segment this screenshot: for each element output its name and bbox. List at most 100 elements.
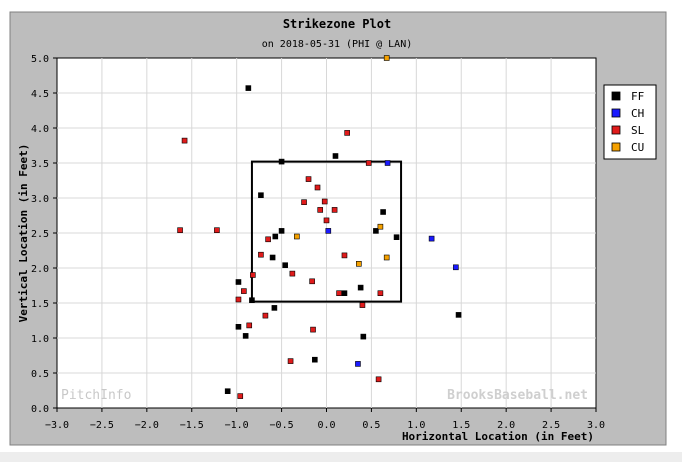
- x-tick-label: 0.5: [362, 420, 380, 431]
- pitch-point-sl: [287, 358, 294, 364]
- chart-title: Strikezone Plot: [283, 17, 391, 31]
- y-tick-label: 0.5: [31, 369, 49, 380]
- legend: FF CH SL CU: [603, 84, 657, 160]
- y-tick-label: 2.0: [31, 264, 49, 275]
- pitch-point-sl: [314, 184, 321, 191]
- pitch-point-sl: [323, 217, 330, 224]
- pitch-point-ch: [384, 160, 391, 166]
- pitch-point-cu: [294, 233, 300, 240]
- x-tick-label: −1.0: [225, 420, 249, 431]
- x-tick-label: 0.0: [317, 420, 335, 431]
- pitch-point-sl: [289, 270, 296, 277]
- pitch-point-ff: [278, 158, 285, 165]
- legend-label-ch: CH: [631, 107, 644, 120]
- pitch-point-sl: [310, 326, 316, 333]
- pitch-point-ff: [455, 312, 462, 318]
- pitch-point-ff: [282, 262, 288, 269]
- pitch-point-ch: [453, 264, 459, 271]
- y-axis-ticks: 0.0 0.5 1.0 1.5 2.0 2.5 3.0 3.5 4.0 4.5 5.0: [31, 54, 57, 415]
- pitch-point-ff: [360, 333, 367, 340]
- x-tick-label: 3.0: [587, 420, 605, 431]
- pitch-point-ff: [242, 333, 249, 339]
- y-tick-label: 4.5: [31, 89, 49, 100]
- pitch-point-ff: [258, 192, 264, 198]
- pitch-point-sl: [301, 199, 307, 205]
- legend-swatch-ch: [611, 108, 621, 118]
- pitch-points: [177, 55, 462, 399]
- pitch-point-sl: [235, 296, 242, 303]
- x-tick-label: −3.0: [45, 420, 69, 431]
- pitch-point-ff: [272, 233, 279, 240]
- pitch-point-sl: [181, 137, 188, 144]
- pitch-point-sl: [375, 376, 382, 383]
- y-tick-label: 3.0: [31, 194, 49, 205]
- strike-zone: [250, 160, 403, 303]
- legend-label-sl: SL: [631, 124, 645, 137]
- y-tick-label: 0.0: [31, 404, 49, 415]
- y-tick-label: 1.5: [31, 299, 49, 310]
- pitch-point-ff: [312, 356, 318, 363]
- pitch-point-ff: [332, 153, 339, 159]
- x-tick-label: −0.5: [270, 420, 294, 431]
- legend-swatch-ff: [611, 91, 621, 101]
- x-axis-label: Horizontal Location (in Feet): [402, 430, 594, 443]
- pitch-point-sl: [359, 302, 366, 308]
- watermarks: PitchInfo BrooksBaseball.net: [61, 388, 588, 403]
- grid-lines: [57, 58, 596, 408]
- pitch-point-sl: [341, 252, 348, 259]
- legend-label-cu: CU: [631, 141, 644, 154]
- pitch-point-sl: [262, 312, 269, 319]
- x-tick-label: 1.0: [407, 420, 425, 431]
- pitch-point-sl: [317, 207, 324, 213]
- pitch-point-ff: [235, 279, 242, 285]
- pitch-point-sl: [246, 322, 253, 329]
- y-tick-label: 3.5: [31, 159, 49, 170]
- pitch-point-sl: [331, 207, 338, 213]
- pitch-point-sl: [241, 288, 247, 294]
- x-tick-label: 2.5: [542, 420, 560, 431]
- pitch-point-sl: [258, 251, 264, 258]
- pitch-point-ff: [393, 234, 400, 240]
- pitch-point-sl: [336, 290, 342, 297]
- pitch-point-ff: [373, 228, 379, 234]
- legend-swatch-sl: [611, 125, 621, 135]
- pitch-point-cu: [356, 260, 362, 267]
- pitch-point-ch: [428, 235, 435, 242]
- pitch-point-sl: [305, 176, 312, 182]
- footer-strip: [0, 452, 682, 462]
- x-tick-label: 1.5: [452, 420, 470, 431]
- pitch-point-ff: [278, 228, 285, 234]
- pitch-point-cu: [377, 223, 384, 230]
- pitch-point-ch: [355, 361, 361, 367]
- pitch-point-sl: [265, 236, 271, 243]
- chart-subtitle: on 2018-05-31 (PHI @ LAN): [262, 39, 413, 50]
- pitch-point-sl: [365, 160, 372, 166]
- pitch-point-sl: [344, 130, 350, 136]
- legend-swatch-cu: [611, 142, 621, 152]
- x-tick-label: −1.5: [180, 420, 204, 431]
- pitch-point-ff: [357, 284, 364, 291]
- x-tick-label: −2.5: [90, 420, 114, 431]
- y-axis-label: Vertical Location (in Feet): [17, 144, 30, 323]
- y-tick-label: 2.5: [31, 229, 49, 240]
- pitch-point-ch: [325, 228, 332, 234]
- pitch-point-sl: [321, 198, 328, 205]
- pitch-point-ff: [235, 323, 242, 330]
- pitch-point-ff: [249, 297, 255, 304]
- watermark-left: PitchInfo: [61, 388, 131, 403]
- y-tick-label: 1.0: [31, 334, 49, 345]
- pitch-point-ff: [245, 85, 252, 91]
- pitch-point-sl: [237, 393, 244, 399]
- y-tick-label: 5.0: [31, 54, 49, 65]
- pitch-point-sl: [250, 272, 256, 278]
- pitch-point-ff: [271, 305, 278, 311]
- pitch-point-cu: [383, 254, 390, 261]
- pitch-point-sl: [177, 227, 183, 233]
- x-tick-label: 2.0: [497, 420, 515, 431]
- pitch-point-ff: [224, 388, 231, 395]
- pitch-point-ff: [341, 290, 348, 297]
- pitch-point-sl: [214, 227, 220, 233]
- pitch-point-ff: [380, 209, 386, 215]
- pitch-point-sl: [309, 278, 315, 285]
